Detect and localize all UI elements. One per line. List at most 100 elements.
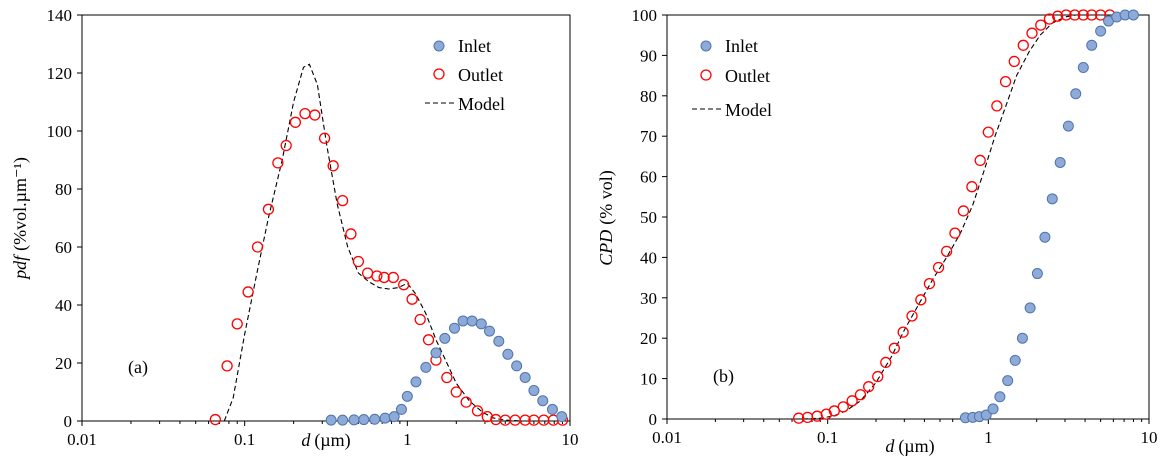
panel-a-legend-inlet-label: Inlet bbox=[458, 36, 491, 56]
panel-b-inlet-point bbox=[1062, 120, 1074, 132]
panel-b-outlet-series bbox=[793, 9, 1116, 424]
panel-b-inlet-point bbox=[980, 409, 992, 421]
panel-b-outlet-point bbox=[793, 412, 805, 424]
panel-a-y-tick-label: 0 bbox=[64, 412, 73, 431]
panel-a-legend-outlet-label: Outlet bbox=[458, 65, 503, 85]
panel-a-x-tick-label: 10 bbox=[562, 430, 579, 449]
panel-a-outlet-point bbox=[361, 267, 374, 279]
panel-a-outlet-point bbox=[378, 271, 390, 284]
panel-b-x-tick-label: 0.1 bbox=[817, 428, 838, 447]
panel-a-inlet-point bbox=[528, 385, 540, 397]
panel-b-y-axis-var: CPD bbox=[596, 230, 616, 266]
panel-a-inlet-point bbox=[395, 403, 407, 415]
panel-a-y-tick-label: 100 bbox=[47, 122, 73, 141]
panel-a-legend-model-label: Model bbox=[458, 94, 505, 114]
panel-a-y-tick-label: 120 bbox=[47, 64, 73, 83]
panel-a-outlet-point bbox=[336, 194, 349, 207]
panel-b-x-tick-label: 1 bbox=[984, 428, 993, 447]
panel-b-outlet-point bbox=[880, 356, 892, 369]
panel-b-outlet-point bbox=[888, 342, 900, 354]
panel-a-inlet-point bbox=[493, 335, 505, 347]
panel-a-outlet-point bbox=[414, 313, 426, 326]
panel-a-inlet-point bbox=[466, 315, 478, 327]
panel-a-outlet-point bbox=[272, 157, 284, 169]
panel-a-y-tick-label: 60 bbox=[55, 238, 72, 257]
panel-b-outlet-point bbox=[932, 261, 945, 274]
panel-a-legend: Inlet Outlet Model bbox=[425, 36, 505, 114]
panel-a-inlet-point bbox=[348, 414, 360, 426]
panel-a-inlet-point bbox=[401, 390, 413, 402]
panel-a-outlet-point bbox=[406, 293, 418, 305]
panel-b-y-tick-label: 20 bbox=[640, 329, 657, 348]
panel-a-y-axis-var: pdf bbox=[10, 253, 30, 281]
panel-b-y-tick-label: 10 bbox=[640, 370, 657, 389]
panel-a-outlet-point bbox=[242, 286, 254, 298]
panel-a-inlet-point bbox=[325, 414, 337, 426]
panel-a-inlet-point bbox=[420, 361, 432, 373]
panel-a-outlet-series bbox=[209, 107, 569, 426]
panel-b-outlet-point bbox=[1043, 13, 1056, 25]
panel-a-inlet-point bbox=[388, 411, 400, 423]
panel-a-outlet-point bbox=[371, 270, 383, 282]
panel-b-outlet-point bbox=[1017, 39, 1029, 51]
panel-b-outlet-point bbox=[897, 326, 909, 338]
panel-b-inlet-point bbox=[1046, 193, 1058, 205]
panel-a-inlet-point bbox=[484, 325, 496, 337]
panel-b-y-axis-title: CPD (% vol) bbox=[596, 170, 617, 265]
panel-b-y-tick-label: 70 bbox=[640, 127, 657, 146]
panel-b-outlet-point bbox=[957, 205, 970, 217]
panel-b-outlet-point bbox=[949, 227, 961, 239]
panel-a-label: (a) bbox=[128, 357, 148, 378]
panel-b-outlet-point bbox=[854, 389, 867, 401]
panel-b-outlet-point bbox=[846, 395, 858, 407]
panel-b-inlet-point bbox=[1024, 302, 1036, 314]
panel-a-legend-outlet-marker bbox=[433, 68, 445, 80]
panel-b-y-axis: 0 10 20 30 40 50 60 70 80 90 100 bbox=[632, 6, 667, 429]
panel-b-outlet-point bbox=[906, 310, 918, 322]
panel-a-inlet-point bbox=[537, 395, 549, 407]
panel-b-inlet-point bbox=[1039, 231, 1051, 243]
panel-b-model-line bbox=[802, 14, 1114, 420]
panel-b-y-tick-label: 30 bbox=[640, 289, 657, 308]
panel-b-outlet-point bbox=[811, 410, 823, 422]
panel-a-x-tick-label: 0.1 bbox=[234, 430, 255, 449]
panel-a-x-axis-var: d bbox=[301, 430, 311, 450]
panel-b-inlet-point bbox=[1095, 25, 1107, 37]
panel-b-outlet-point bbox=[872, 370, 884, 383]
panel-b-inlet-point bbox=[987, 403, 999, 415]
panel-a-x-axis-title: d (µm) bbox=[301, 430, 350, 451]
panel-a-inlet-point bbox=[519, 372, 531, 383]
panel-b-outlet-point bbox=[1035, 19, 1047, 31]
panel-b-inlet-point bbox=[1054, 156, 1066, 168]
panel-a-outlet-point bbox=[251, 241, 264, 253]
panel-b-x-tick-label: 0.01 bbox=[652, 428, 682, 447]
panel-b-outlet-point bbox=[940, 245, 953, 257]
panel-b-model-series bbox=[802, 14, 1114, 420]
panel-b-inlet-point bbox=[1009, 354, 1021, 366]
panel-a-outlet-point bbox=[441, 371, 453, 384]
panel-a-x-tick-label: 0.01 bbox=[67, 430, 97, 449]
panel-a-outlet-point bbox=[209, 413, 221, 426]
panel-a-x-tick-label: 1 bbox=[403, 430, 412, 449]
panel-a-outlet-point bbox=[460, 396, 472, 408]
panel-b-legend-outlet-label: Outlet bbox=[725, 66, 770, 86]
panel-b-y-tick-label: 0 bbox=[649, 410, 658, 429]
panel-b-outlet-point bbox=[1086, 9, 1098, 21]
panel-b-outlet-point bbox=[966, 181, 978, 193]
panel-b-outlet-point bbox=[999, 76, 1012, 88]
panel-b-x-axis-var: d bbox=[885, 436, 895, 456]
panel-a-inlet-series bbox=[325, 315, 568, 426]
panel-a-outlet-point bbox=[309, 109, 321, 121]
panel-b-outlet-point bbox=[1008, 55, 1020, 68]
panel-b-outlet-point bbox=[974, 154, 986, 167]
panel-a-inlet-point bbox=[511, 360, 523, 372]
panel-b-inlet-point bbox=[1077, 62, 1089, 74]
panel-b-outlet-point bbox=[1060, 9, 1072, 21]
panel-b-legend: Inlet Outlet Model bbox=[692, 36, 772, 120]
panel-b-y-tick-label: 60 bbox=[640, 168, 657, 187]
panel-a-inlet-point bbox=[475, 318, 487, 330]
panel-a-outlet-point bbox=[318, 132, 331, 144]
panel-b-outlet-point bbox=[923, 278, 936, 290]
panel-a-y-tick-label: 40 bbox=[55, 296, 72, 315]
